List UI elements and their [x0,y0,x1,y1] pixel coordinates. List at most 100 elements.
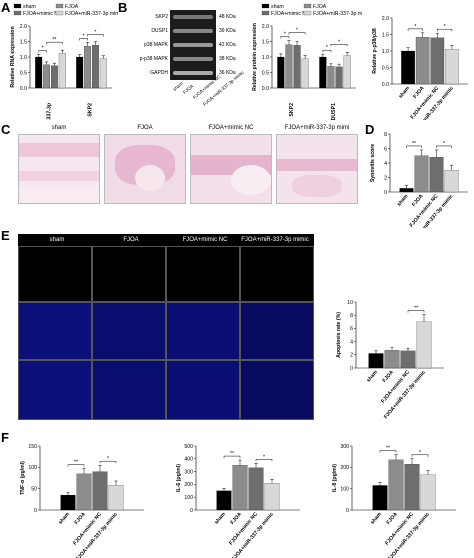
fl-header: FJOA+miR-337-3p mimic [241,237,309,243]
legend-label: FJOA+mimic NC [271,11,310,17]
legend-label: sham [23,4,36,10]
he-image-mimic [276,134,358,204]
legend-label: FJOA [65,4,79,10]
y-tick-label: 100 [340,486,349,492]
sig-mark: * [107,456,109,462]
y-tick-label: 50 [31,486,37,492]
y-tick-label: 10 [347,300,353,306]
bar [384,350,400,369]
y-tick-label: 1.0 [382,49,389,55]
y-tick-label: 6 [384,146,387,152]
x-tick-label: miR-337-3p [47,103,53,120]
panel-letter-e: E [1,228,10,243]
bar [388,459,404,511]
x-tick-label: FJOA [382,369,396,384]
y-tick-label: 100 [28,465,37,471]
blot-row-label: GAPDH [150,70,168,76]
chart-b-p38-ratio: 0.0 0.5 1.0 1.5 2.0 Relative p-p38/p38 sham FJO… [372,16,468,120]
he-image-sham [18,134,100,204]
panel-letter-c: C [1,122,11,137]
y-tick-label: 0.5 [20,70,27,76]
sig-mark: * [83,33,85,39]
y-tick-label: 0 [350,366,353,372]
x-tick-label: sham [370,511,384,526]
y-axis-label: Relative p-p38/p38 [372,28,378,74]
legend-label: FJOA+miR-337-3p mimic [65,11,118,17]
y-axis-label: Apoptosis rate (%) [336,312,342,358]
y-tick-label: 0 [34,508,37,514]
y-tick-label: 300 [184,469,193,475]
y-tick-label: 0 [190,508,193,514]
dapi-image [92,302,166,360]
y-tick-label: 0 [346,508,349,514]
y-tick-label: 0.5 [262,70,269,76]
tunel-image [18,246,92,302]
dapi-image [18,302,92,360]
y-tick-label: 1.5 [262,39,269,45]
y-tick-label: 400 [184,457,193,463]
y-tick-label: 4 [350,339,353,345]
y-axis-label: IL-6 (pg/ml) [176,464,182,492]
sig-mark: ** [74,460,78,466]
sig-mark: * [444,24,446,30]
y-tick-label: 2.0 [20,24,27,30]
he-label: FJOA+mimic NC [208,125,254,131]
x-tick-label: FJOA [74,511,88,526]
x-tick-label: FJOA [412,85,426,100]
sig-mark: * [338,39,340,45]
bar [301,58,309,89]
bar [76,56,84,89]
bar [99,58,107,89]
y-axis-label: Relative RNA expression [10,26,16,87]
y-tick-label: 8 [384,132,387,138]
y-tick-label: 0.0 [382,82,389,88]
bar [293,45,301,89]
y-axis-label: TNF-α (pg/ml) [20,461,26,495]
fl-header: FJOA [123,237,139,243]
merge-image [166,360,240,420]
tunel-image [166,246,240,302]
bar [285,44,293,89]
bar [92,471,108,511]
blot-kda-label: 42 KDa [219,42,236,48]
bar [429,157,444,193]
y-tick-label: 0.0 [262,86,269,92]
merge-image [240,360,314,420]
bar [401,50,415,85]
bar [264,483,280,511]
y-tick-label: 2.0 [382,16,389,22]
y-tick-label: 2.0 [262,24,269,30]
legend-label: sham [271,4,284,10]
sig-mark: * [42,46,44,52]
sig-mark: * [326,45,328,51]
blot-kda-label: 39 KDa [219,28,236,34]
legend-swatch [13,3,22,9]
blot-row-label: DUSP1 [151,28,168,34]
dapi-image [240,302,314,360]
y-tick-label: 100 [184,495,193,501]
legend-swatch [303,3,312,9]
x-tick-label: sham [366,369,380,384]
sig-mark: ** [412,141,416,147]
panel-letter-d: D [365,122,375,137]
x-tick-label: FJOA [411,193,425,208]
bar [76,473,92,511]
bar [416,321,432,369]
sig-mark: ** [230,451,234,457]
blot-kda-label: 36 KDa [219,70,236,76]
bar [50,65,58,89]
bar [404,464,420,511]
legend-swatch [261,10,270,16]
sig-mark: * [296,28,298,34]
y-tick-label: 500 [184,444,193,450]
panel-letter-a: A [1,0,11,15]
bar [60,494,76,511]
bar [327,66,335,89]
bar [43,64,51,89]
y-tick-label: 1.5 [20,39,27,45]
sig-mark: * [414,24,416,30]
bar [420,474,436,511]
